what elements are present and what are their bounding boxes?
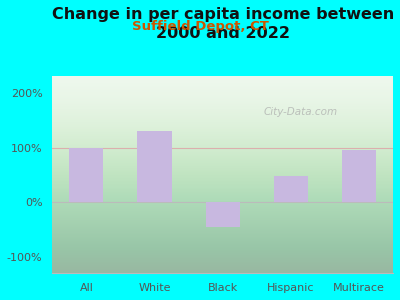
Bar: [274, 176, 308, 202]
Text: City-Data.com: City-Data.com: [264, 107, 338, 117]
Bar: [69, 148, 104, 202]
Text: Suffield Depot, CT: Suffield Depot, CT: [132, 20, 268, 33]
Bar: [342, 150, 376, 202]
Title: Change in per capita income between
2000 and 2022: Change in per capita income between 2000…: [52, 7, 394, 40]
Bar: [206, 202, 240, 227]
Bar: [138, 131, 172, 202]
